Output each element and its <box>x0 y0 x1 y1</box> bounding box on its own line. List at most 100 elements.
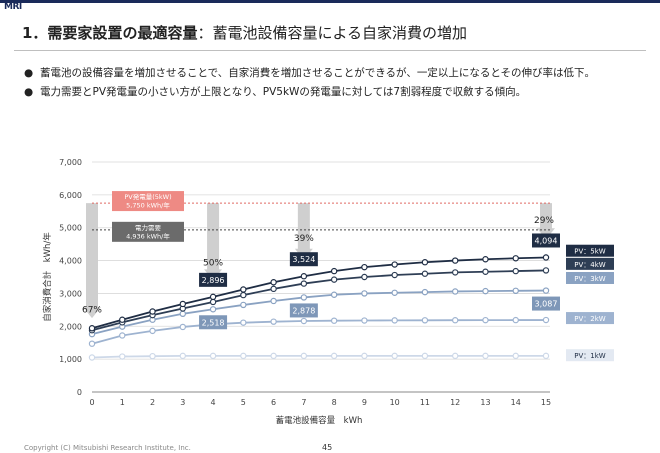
data-point <box>330 291 338 298</box>
x-tick-label: 11 <box>420 398 430 407</box>
data-point <box>421 270 429 277</box>
y-tick-label: 6,000 <box>59 191 82 200</box>
percent-label: 29% <box>534 216 554 226</box>
data-point <box>482 287 489 295</box>
data-label-box <box>532 296 560 311</box>
data-point <box>300 273 308 280</box>
data-point <box>482 268 489 275</box>
data-label: 3,524 <box>292 255 315 264</box>
data-point <box>209 298 217 306</box>
data-label-box <box>199 272 228 287</box>
data-point <box>179 300 186 308</box>
data-point <box>240 319 247 326</box>
data-point <box>179 323 186 331</box>
data-point <box>542 352 550 360</box>
y-tick-label: 7,000 <box>59 158 82 167</box>
series-line <box>91 319 547 345</box>
page-number: 45 <box>322 443 333 452</box>
x-tick-label: 12 <box>450 398 460 407</box>
percent-arrow <box>83 203 101 319</box>
data-point <box>119 332 126 339</box>
reference-value: 4,936 kWh/年 <box>126 231 170 240</box>
data-point <box>88 325 96 332</box>
data-point <box>270 318 277 325</box>
bullet-text: 電力需要とPV発電量の小さい方が上限となり、PV5kWの発電量に対しては7割弱程… <box>40 86 527 98</box>
data-point <box>542 267 550 274</box>
data-point <box>209 293 217 301</box>
data-point <box>119 353 126 360</box>
data-point <box>330 267 338 275</box>
data-point <box>421 317 429 324</box>
percent-label: 50% <box>203 259 223 269</box>
title-divider <box>14 50 646 51</box>
percent-arrow <box>204 203 223 281</box>
y-tick-label: 4,000 <box>59 257 82 266</box>
data-point <box>512 316 519 324</box>
data-point <box>179 310 186 317</box>
legend-item <box>566 349 614 362</box>
data-point <box>330 276 338 283</box>
data-point <box>300 280 308 287</box>
x-tick-label: 2 <box>150 398 155 407</box>
data-label: 2,878 <box>292 306 315 315</box>
bullet-dot: ● <box>24 67 34 79</box>
legend-item <box>566 244 614 257</box>
data-point <box>270 279 277 286</box>
bullet-item: ● 電力需要とPV発電量の小さい方が上限となり、PV5kWの発電量に対しては7割弱… <box>24 83 595 102</box>
data-point <box>300 294 308 301</box>
legend-item <box>566 271 614 284</box>
data-point <box>452 288 459 295</box>
x-tick-label: 15 <box>541 398 551 407</box>
data-point <box>452 317 459 324</box>
legend-label: PV：4kW <box>574 261 606 269</box>
data-point <box>300 352 308 360</box>
legend-label: PV：1kW <box>574 352 606 360</box>
data-point <box>361 352 368 360</box>
y-tick-label: 2,000 <box>59 322 82 331</box>
data-point <box>361 290 368 297</box>
x-tick-label: 7 <box>301 398 306 407</box>
y-tick-label: 1,000 <box>59 355 82 364</box>
data-point <box>452 257 459 264</box>
data-point <box>240 352 247 360</box>
data-point <box>391 289 398 296</box>
data-label: 2,896 <box>202 276 225 285</box>
data-point <box>482 316 489 324</box>
x-tick-label: 3 <box>180 398 185 407</box>
data-point <box>452 269 459 276</box>
data-point <box>149 327 156 335</box>
series-line <box>91 289 547 336</box>
bullet-list: ● 蓄電池の設備容量を増加させることで、自家消費を増加させることができるが、一定以… <box>24 64 595 102</box>
data-point <box>512 287 519 294</box>
data-point <box>391 317 398 324</box>
x-tick-label: 0 <box>89 398 94 407</box>
data-point <box>361 273 368 281</box>
data-point <box>300 317 308 325</box>
x-tick-label: 13 <box>480 398 490 407</box>
x-tick-label: 10 <box>390 398 400 407</box>
data-point <box>149 352 156 360</box>
reference-box <box>112 191 184 212</box>
reference-name: 電力需要 <box>135 223 162 232</box>
x-tick-label: 6 <box>271 398 276 407</box>
data-label: 3,087 <box>535 300 558 309</box>
legend-label: PV：2kW <box>574 315 606 323</box>
page-title: 1．需要家設置の最適容量：蓄電池設備容量による自家消費の増加 <box>22 22 467 43</box>
data-label: 2,518 <box>202 318 225 327</box>
bullet-dot: ● <box>24 86 34 98</box>
bullet-text: 蓄電池の設備容量を増加させることで、自家消費を増加させることができるが、一定以上… <box>40 67 596 79</box>
data-point <box>421 288 429 296</box>
data-point <box>452 352 459 360</box>
data-label-box <box>199 315 228 330</box>
data-point <box>391 261 398 268</box>
data-point <box>270 352 277 360</box>
data-point <box>88 340 96 347</box>
legend-label: PV：3kW <box>574 275 606 283</box>
data-point <box>421 259 429 266</box>
x-tick-label: 8 <box>332 398 337 407</box>
y-axis-label: 自家消費合計 kWh/年 <box>42 232 53 322</box>
x-tick-label: 4 <box>211 398 216 407</box>
percent-label: 67% <box>82 305 102 315</box>
data-point <box>179 352 186 360</box>
series-line <box>91 256 547 330</box>
